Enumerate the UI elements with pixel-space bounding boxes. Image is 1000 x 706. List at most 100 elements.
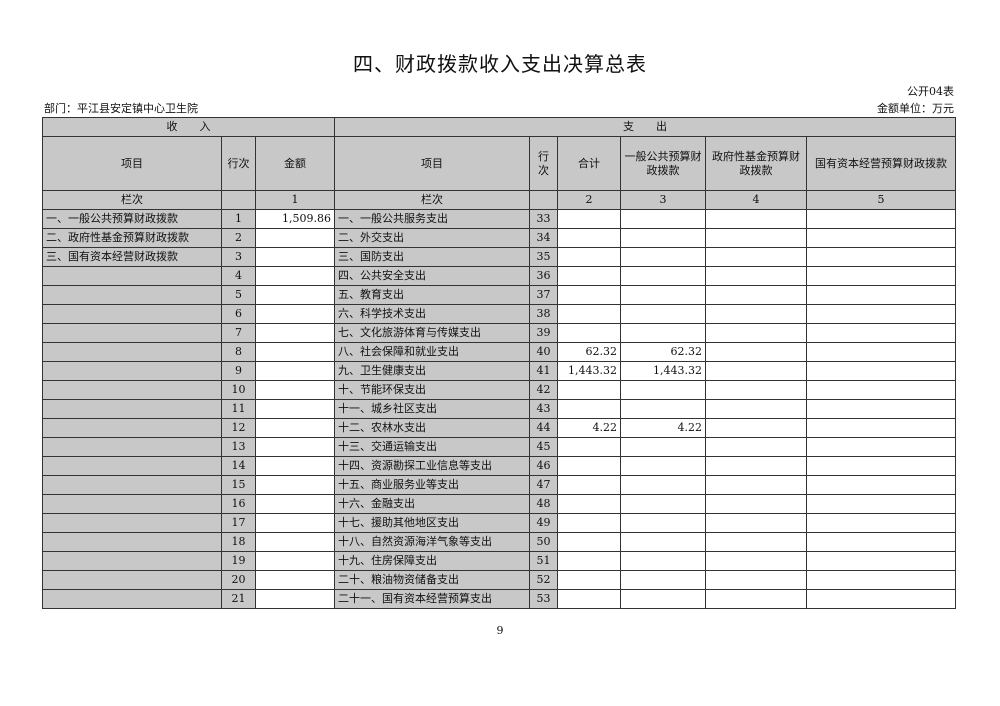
cell-in-no: 4 — [221, 266, 256, 286]
empty-cell — [705, 418, 807, 438]
cell-in-no: 21 — [221, 589, 256, 609]
page-title: 四、财政拨款收入支出决算总表 — [353, 52, 647, 76]
cell-ex-item: 二十一、国有资本经营预算支出 — [334, 589, 530, 609]
cell-ex-no: 41 — [529, 361, 558, 381]
cell-in-no: 7 — [221, 323, 256, 343]
cell-ex-item: 六、科学技术支出 — [334, 304, 530, 324]
empty-cell — [806, 418, 956, 438]
cell-general — [620, 532, 706, 552]
cell-in-item — [42, 342, 222, 362]
empty-cell — [705, 323, 807, 343]
cell-in-no: 2 — [221, 228, 256, 248]
cell-ex-no: 51 — [529, 551, 558, 571]
cell-ex-no: 40 — [529, 342, 558, 362]
cell-ex-no: 53 — [529, 589, 558, 609]
table-row: 11 十一、城乡社区支出 43 — [42, 399, 956, 419]
cell-general — [620, 513, 706, 533]
cell-in-item: 一、一般公共预算财政拨款 — [42, 209, 222, 229]
cell-total — [557, 323, 621, 343]
cell-ex-item: 十五、商业服务业等支出 — [334, 475, 530, 495]
cell-total: 4.22 — [557, 418, 621, 438]
empty-cell — [806, 228, 956, 248]
cell-in-item — [42, 551, 222, 571]
empty-cell — [806, 494, 956, 514]
empty-cell — [705, 456, 807, 476]
cell-in-amt — [255, 323, 335, 343]
empty-cell — [705, 380, 807, 400]
cell-in-amt — [255, 285, 335, 305]
cell-in-amt — [255, 342, 335, 362]
table-row: 18 十八、自然资源海洋气象等支出 50 — [42, 532, 956, 552]
empty-cell — [705, 266, 807, 286]
empty-cell — [806, 437, 956, 457]
cell-total — [557, 494, 621, 514]
empty-cell — [705, 570, 807, 590]
empty-cell — [529, 190, 558, 210]
cell-in-amt — [255, 247, 335, 267]
cell-in-item — [42, 513, 222, 533]
cell-in-no: 15 — [221, 475, 256, 495]
empty-cell — [806, 570, 956, 590]
cell-ex-no: 34 — [529, 228, 558, 248]
cell-ex-item: 一、一般公共服务支出 — [334, 209, 530, 229]
cell-total — [557, 532, 621, 552]
cell-in-amt: 1,509.86 — [255, 209, 335, 229]
cell-in-amt — [255, 494, 335, 514]
cell-in-amt — [255, 551, 335, 571]
cell-general — [620, 266, 706, 286]
budget-table: 收 入 支 出 项目 行次 金额 项目 行次 合计 一般公共预算财政拨款 政府性… — [42, 117, 956, 609]
income-header: 收 入 — [42, 117, 335, 137]
empty-cell — [806, 475, 956, 495]
cell-total — [557, 475, 621, 495]
cell-in-item — [42, 380, 222, 400]
cell-general: 4.22 — [620, 418, 706, 438]
empty-cell — [705, 304, 807, 324]
cell-total — [557, 209, 621, 229]
cell-ex-item: 十七、援助其他地区支出 — [334, 513, 530, 533]
amount-unit: 金额单位：万元 — [877, 102, 954, 115]
department: 部门：平江县安定镇中心卫生院 — [44, 102, 198, 115]
cell-in-item — [42, 285, 222, 305]
cell-general — [620, 456, 706, 476]
cell-in-item — [42, 437, 222, 457]
empty-cell — [705, 475, 807, 495]
col-row-no: 行次 — [529, 136, 558, 191]
empty-cell — [806, 513, 956, 533]
empty-cell — [705, 247, 807, 267]
cell-in-no: 11 — [221, 399, 256, 419]
cell-in-item — [42, 456, 222, 476]
cell-general — [620, 380, 706, 400]
cell-in-item — [42, 418, 222, 438]
empty-cell — [705, 228, 807, 248]
cell-in-amt — [255, 589, 335, 609]
empty-cell — [705, 361, 807, 381]
empty-cell — [806, 247, 956, 267]
cell-in-no: 10 — [221, 380, 256, 400]
empty-cell — [806, 456, 956, 476]
col-state: 国有资本经营预算财政拨款 — [806, 136, 956, 191]
table-row: 15 十五、商业服务业等支出 47 — [42, 475, 956, 495]
cell-in-no: 18 — [221, 532, 256, 552]
table-row: 一、一般公共预算财政拨款 1 1,509.86 一、一般公共服务支出 33 — [42, 209, 956, 229]
empty-cell — [806, 342, 956, 362]
expense-header: 支 出 — [334, 117, 956, 137]
cell-ex-no: 45 — [529, 437, 558, 457]
cell-in-no: 16 — [221, 494, 256, 514]
cell-in-no: 20 — [221, 570, 256, 590]
cell-general — [620, 475, 706, 495]
cell-total — [557, 285, 621, 305]
page-number: 9 — [496, 624, 504, 637]
cell-ex-item: 八、社会保障和就业支出 — [334, 342, 530, 362]
cell-total — [557, 570, 621, 590]
cell-in-no: 8 — [221, 342, 256, 362]
cell-in-amt — [255, 399, 335, 419]
col-num: 3 — [620, 190, 706, 210]
cell-ex-no: 46 — [529, 456, 558, 476]
cell-total — [557, 228, 621, 248]
table-row: 14 十四、资源勘探工业信息等支出 46 — [42, 456, 956, 476]
cell-in-no: 6 — [221, 304, 256, 324]
table-row: 20 二十、粮油物资储备支出 52 — [42, 570, 956, 590]
cell-ex-no: 35 — [529, 247, 558, 267]
table-row: 4 四、公共安全支出 36 — [42, 266, 956, 286]
cell-in-amt — [255, 361, 335, 381]
